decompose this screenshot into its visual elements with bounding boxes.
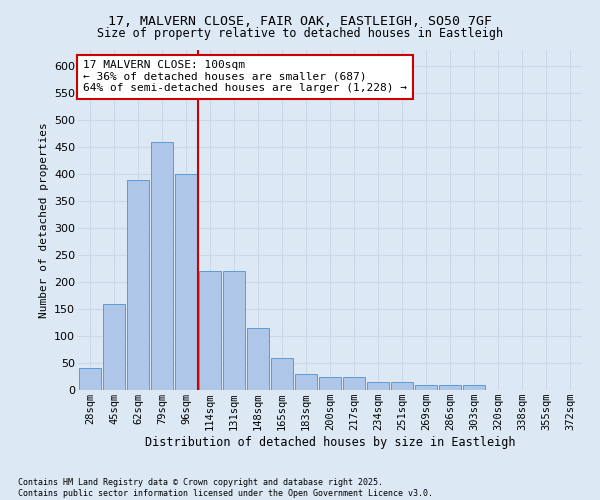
Bar	[271, 358, 293, 390]
Bar	[295, 374, 317, 390]
Bar	[199, 272, 221, 390]
X-axis label: Distribution of detached houses by size in Eastleigh: Distribution of detached houses by size …	[145, 436, 515, 449]
Bar	[151, 142, 173, 390]
Bar	[103, 304, 125, 390]
Bar	[391, 382, 413, 390]
Text: 17, MALVERN CLOSE, FAIR OAK, EASTLEIGH, SO50 7GF: 17, MALVERN CLOSE, FAIR OAK, EASTLEIGH, …	[108, 15, 492, 28]
Bar	[463, 384, 485, 390]
Bar	[367, 382, 389, 390]
Bar	[175, 174, 197, 390]
Bar	[415, 384, 437, 390]
Bar	[247, 328, 269, 390]
Bar	[319, 376, 341, 390]
Text: Contains HM Land Registry data © Crown copyright and database right 2025.
Contai: Contains HM Land Registry data © Crown c…	[18, 478, 433, 498]
Text: Size of property relative to detached houses in Eastleigh: Size of property relative to detached ho…	[97, 28, 503, 40]
Bar	[439, 384, 461, 390]
Bar	[79, 368, 101, 390]
Bar	[127, 180, 149, 390]
Text: 17 MALVERN CLOSE: 100sqm
← 36% of detached houses are smaller (687)
64% of semi-: 17 MALVERN CLOSE: 100sqm ← 36% of detach…	[83, 60, 407, 94]
Y-axis label: Number of detached properties: Number of detached properties	[38, 122, 49, 318]
Bar	[343, 376, 365, 390]
Bar	[223, 272, 245, 390]
